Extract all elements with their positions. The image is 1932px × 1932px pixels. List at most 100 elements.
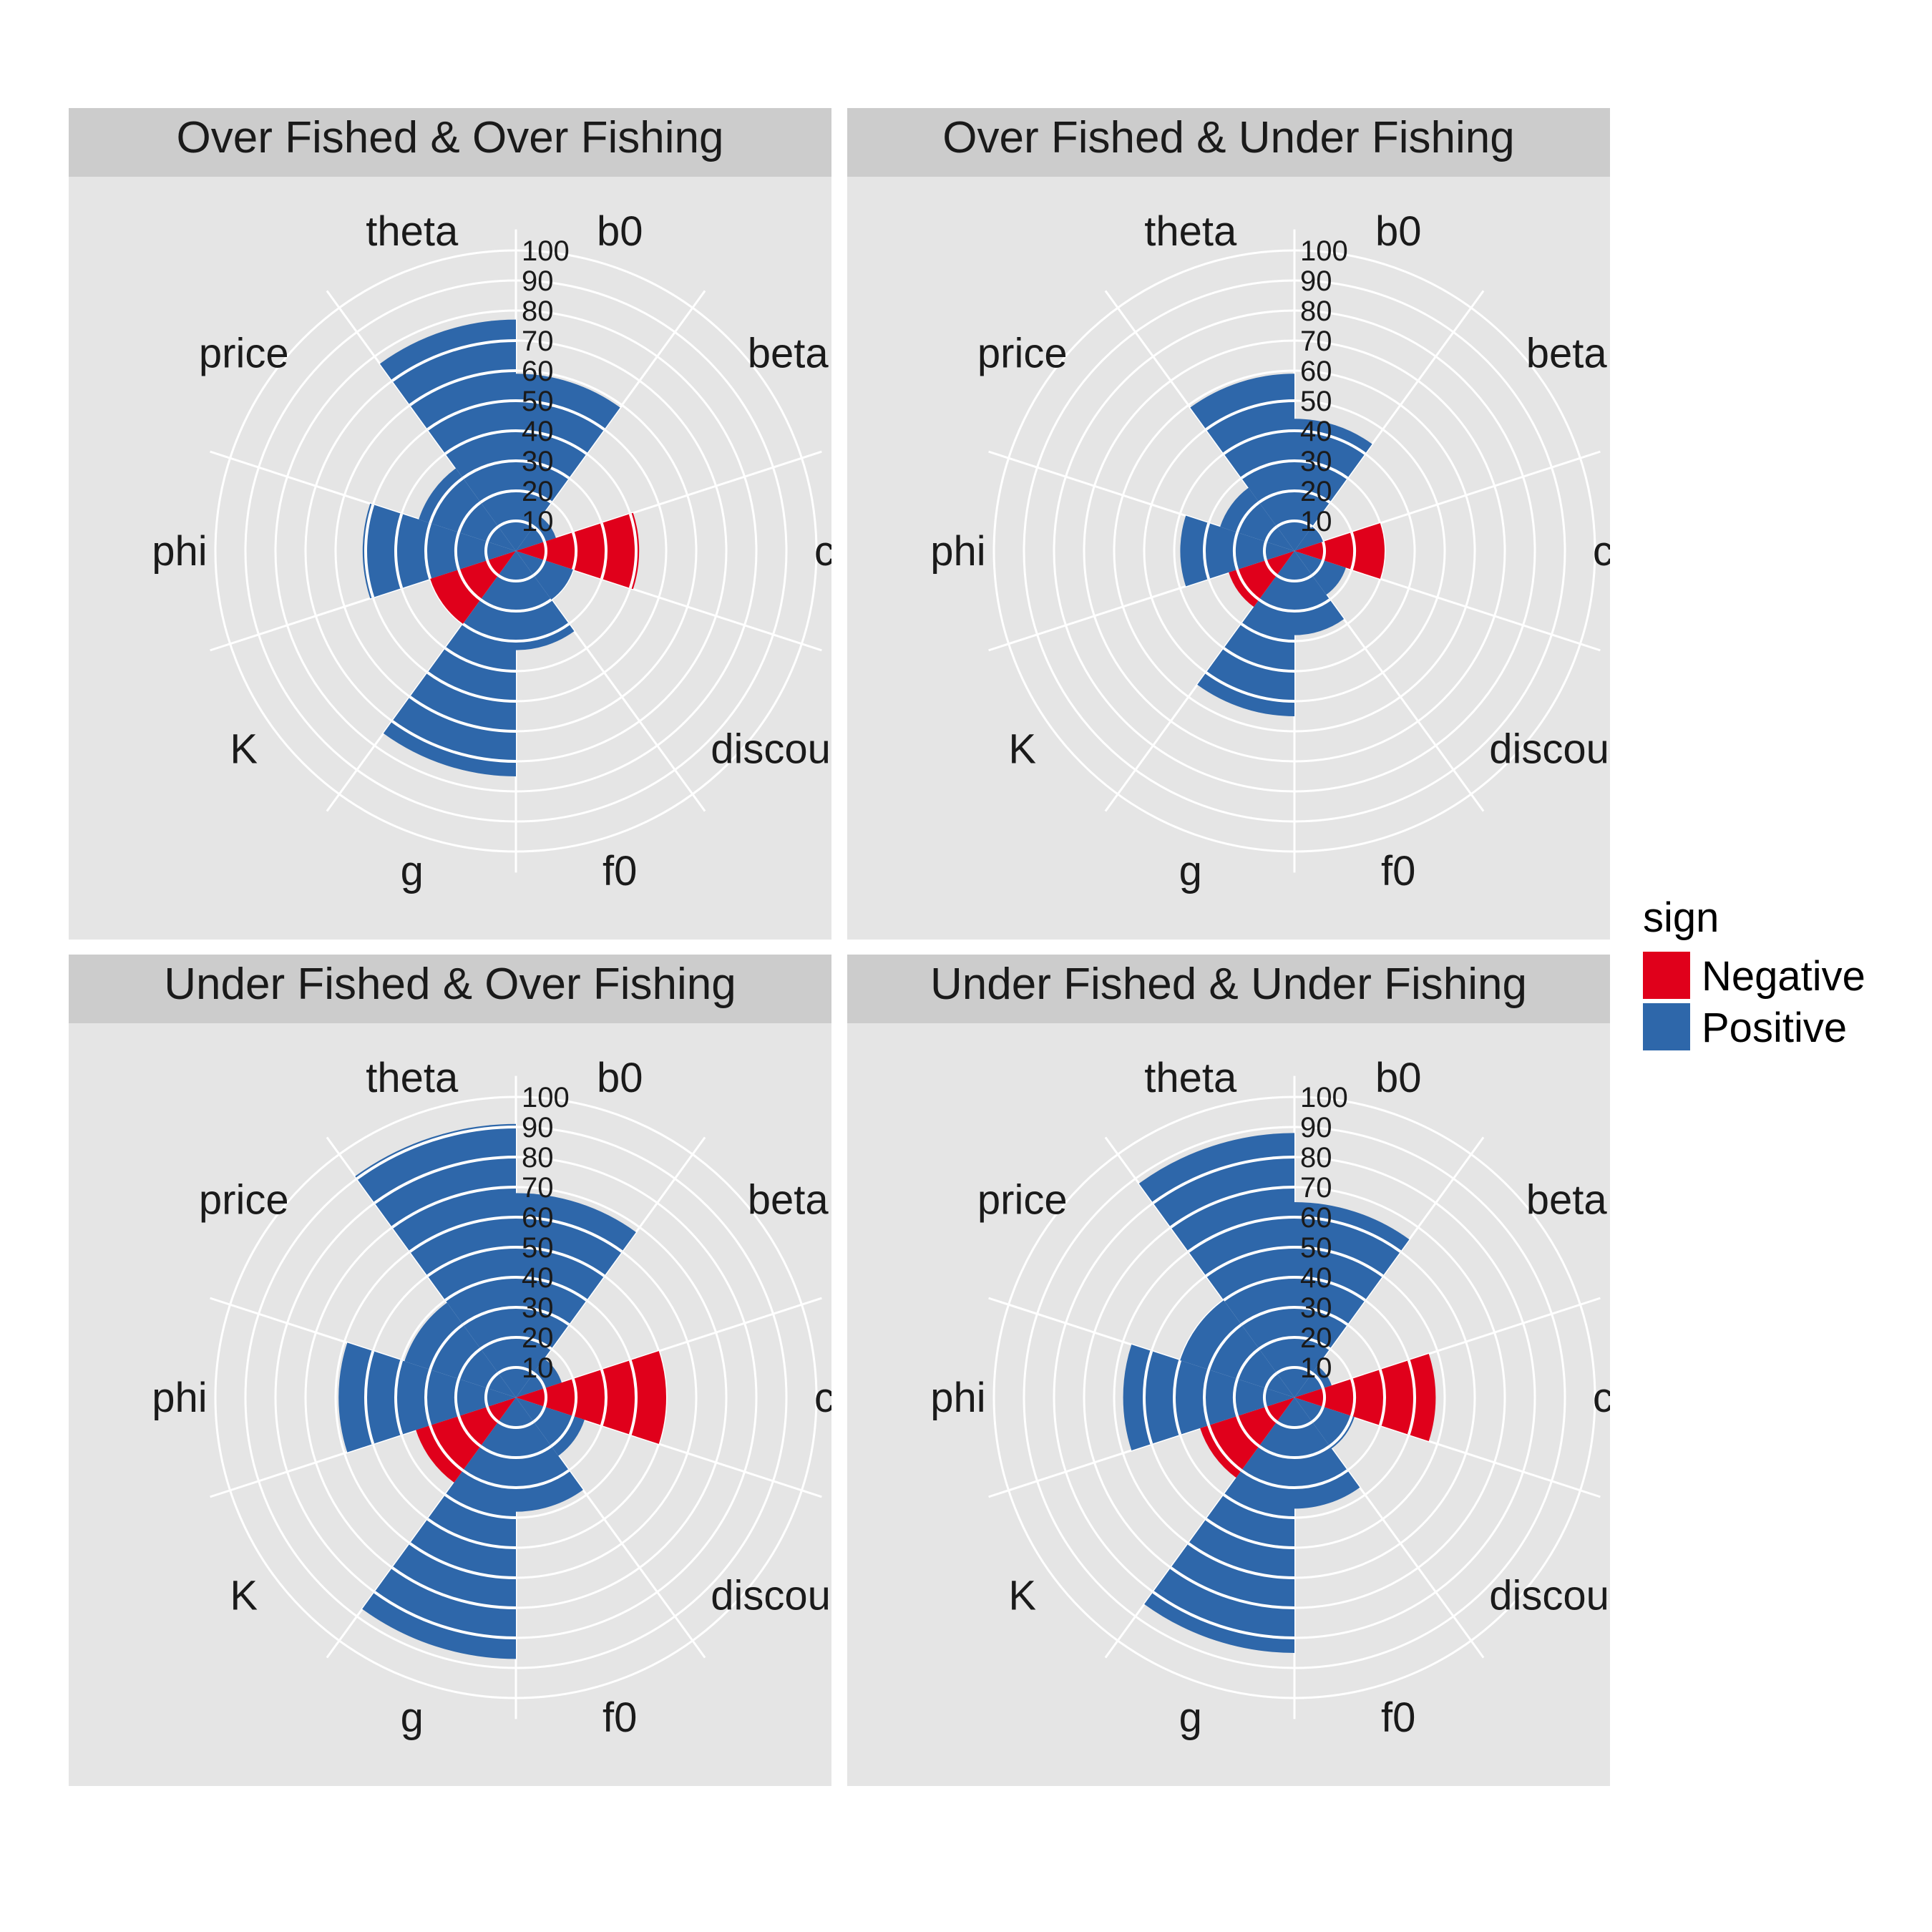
bar-cost	[516, 1351, 666, 1444]
category-label: K	[1008, 1572, 1036, 1619]
radial-tick-label: 60	[1300, 356, 1332, 387]
category-label: cost	[1593, 1375, 1669, 1421]
bar-segment-border	[1294, 1336, 1331, 1350]
category-label: b0	[597, 208, 643, 255]
bar-segment-border	[1223, 1276, 1295, 1302]
bar-segment-border	[1207, 1323, 1243, 1370]
radial-tick-label: 60	[1300, 1202, 1332, 1234]
facet-strip	[69, 955, 831, 1023]
bar-segment-border	[1294, 1366, 1313, 1375]
bar-g	[383, 551, 516, 776]
bar-price	[1180, 1300, 1294, 1397]
bar-segment-border	[426, 399, 517, 431]
bar-segment-border	[1236, 1347, 1260, 1380]
radial-tick-label: 70	[1300, 326, 1332, 357]
category-label: phi	[152, 1375, 207, 1421]
radial-tick-label: 40	[522, 416, 554, 447]
bar-segment-border	[479, 489, 517, 504]
bar-segment-border	[486, 1372, 499, 1389]
bar-segment-border	[1240, 623, 1295, 643]
radial-tick-label: 80	[522, 1142, 554, 1174]
bar-segment-border	[515, 1336, 552, 1350]
bar-segment-border	[486, 560, 499, 577]
legend: sign Negative Positive	[1643, 894, 1865, 1051]
bar-segment-border	[409, 696, 517, 733]
bar-segment-border	[515, 489, 552, 504]
radial-tick-label: 30	[1300, 1292, 1332, 1324]
bar-segment-border	[429, 1323, 464, 1370]
bar-segment-border	[1276, 1366, 1295, 1375]
category-label: theta	[366, 208, 459, 255]
bar-segment-border	[628, 1360, 638, 1435]
bar-segment-border	[532, 525, 546, 542]
bar-segment-border	[1258, 1445, 1295, 1459]
facet-panel-4: Under Fished & Under Fishing 102030405060…	[847, 955, 1669, 1786]
bar-segment-border	[391, 339, 517, 382]
radial-tick-label: 30	[522, 446, 554, 477]
radial-tick-label: 30	[522, 1292, 554, 1324]
bar-segment-border	[1311, 1372, 1324, 1389]
bar-segment-border	[426, 1518, 517, 1549]
bar-segment-border	[1258, 1336, 1295, 1350]
bar-segment-border	[462, 623, 517, 643]
bar-segment-border	[1223, 1493, 1295, 1519]
category-label: theta	[366, 1055, 459, 1101]
bar-segment-border	[1170, 1566, 1295, 1609]
bar-segment-border	[486, 525, 499, 542]
bar-phi	[1180, 515, 1294, 587]
bar-segment-border	[1223, 647, 1295, 673]
bar-segment-border	[1223, 429, 1295, 455]
bar-theta	[379, 319, 516, 551]
radial-tick-label: 50	[522, 386, 554, 417]
bar-segment-border	[515, 429, 587, 455]
bar-segment-border	[1276, 1420, 1295, 1429]
bar-segment-border	[515, 574, 535, 582]
radial-tick-label: 40	[1300, 1262, 1332, 1294]
bar-segment-border	[515, 1420, 535, 1429]
bar-segment-border	[429, 477, 464, 524]
bar-segment-border	[628, 513, 638, 589]
bar-segment-border	[497, 574, 517, 582]
bar-segment-border	[424, 1369, 432, 1426]
bar-segment-border	[484, 1387, 489, 1407]
category-label: phi	[930, 1375, 985, 1421]
bar-segment-border	[1322, 1387, 1326, 1407]
category-label: b0	[597, 1055, 643, 1101]
bar-segment-border	[532, 1406, 546, 1423]
bar-f0	[516, 1397, 583, 1512]
bar-segment-border	[1294, 519, 1313, 528]
bar-beta	[516, 517, 556, 551]
bar-segment-border	[454, 532, 461, 570]
bar-K	[1229, 551, 1294, 608]
category-label: f0	[602, 848, 637, 894]
bar-segment-border	[600, 522, 608, 580]
category-label: f0	[1381, 1694, 1415, 1741]
bar-segment-border	[429, 1425, 464, 1472]
bar-segment-border	[1258, 598, 1295, 613]
bar-K	[416, 1397, 516, 1483]
bar-segment-border	[515, 598, 552, 613]
bar-segment-border	[571, 1378, 577, 1417]
bar-segment-border	[391, 720, 517, 763]
bar-segment-border	[457, 1415, 482, 1448]
bar-segment-border	[424, 522, 432, 580]
bar-segment-border	[497, 1366, 517, 1375]
bar-segment-border	[1294, 429, 1366, 455]
bar-segment-border	[394, 1360, 404, 1435]
bar-segment-border	[409, 1216, 517, 1253]
bar-price	[419, 468, 516, 551]
bar-segment-border	[1240, 1306, 1295, 1326]
category-label: g	[401, 1694, 424, 1741]
bar-segment-border	[515, 1366, 535, 1375]
bar-g	[1197, 551, 1294, 716]
radial-tick-label: 40	[522, 1262, 554, 1294]
bar-price	[1220, 487, 1294, 551]
bar-segment-border	[1233, 532, 1239, 570]
radial-tick-label: 50	[1300, 386, 1332, 417]
bar-segment-border	[515, 399, 605, 431]
bar-segment-border	[1263, 1387, 1267, 1407]
bar-K	[430, 551, 516, 624]
bar-segment-border	[486, 1406, 499, 1423]
category-label: g	[1179, 848, 1202, 894]
